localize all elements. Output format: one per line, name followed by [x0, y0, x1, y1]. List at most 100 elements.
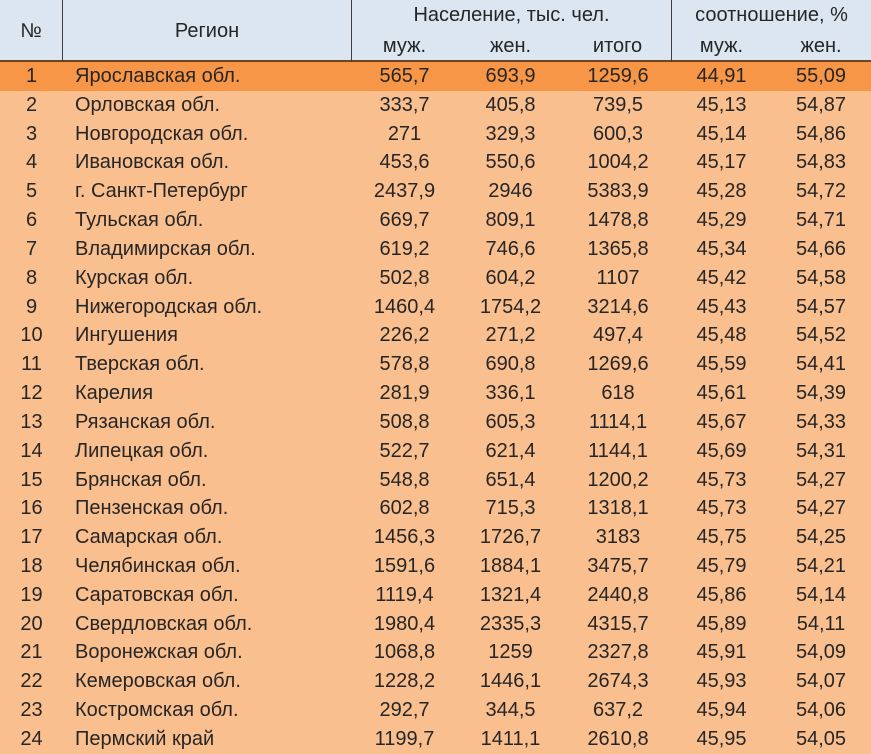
cell-ratio-male[interactable]: 45,28 — [696, 180, 747, 203]
cell-female[interactable]: 1321,4 — [479, 583, 542, 606]
cell-region[interactable]: Орловская обл. — [75, 93, 221, 116]
cell-female[interactable]: 651,4 — [485, 468, 536, 491]
cell-total[interactable]: 2440,8 — [587, 583, 649, 606]
cell-ratio-female[interactable]: 54,27 — [795, 497, 847, 520]
cell-region[interactable]: Воронежская обл. — [75, 641, 243, 664]
cell-ratio-male[interactable]: 45,61 — [696, 382, 747, 405]
cell-ratio-female[interactable]: 54,83 — [795, 151, 847, 174]
cell-region[interactable]: Самарская обл. — [75, 526, 223, 549]
cell-ratio-male[interactable]: 45,73 — [696, 468, 747, 491]
cell-num[interactable]: 21 — [20, 641, 43, 664]
cell-female[interactable]: 621,4 — [485, 439, 536, 462]
cell-female[interactable]: 550,6 — [485, 151, 536, 174]
cell-ratio-male[interactable]: 45,17 — [696, 151, 747, 174]
cell-num[interactable]: 15 — [20, 468, 43, 491]
cell-female[interactable]: 809,1 — [485, 209, 536, 232]
cell-male[interactable]: 1119,4 — [375, 583, 434, 606]
cell-male[interactable]: 226,2 — [379, 324, 430, 347]
cell-ratio-male[interactable]: 45,34 — [696, 237, 747, 260]
cell-total[interactable]: 3475,7 — [587, 554, 649, 577]
cell-total[interactable]: 3183 — [595, 526, 641, 549]
cell-num[interactable]: 4 — [25, 151, 38, 174]
cell-region[interactable]: Липецкая обл. — [75, 439, 209, 462]
cell-ratio-male[interactable]: 45,42 — [696, 266, 747, 289]
cell-region[interactable]: Ивановская обл. — [75, 151, 230, 174]
cell-male[interactable]: 669,7 — [379, 209, 430, 232]
cell-ratio-female[interactable]: 54,06 — [795, 699, 847, 722]
cell-ratio-male[interactable]: 45,93 — [696, 670, 747, 693]
cell-region[interactable]: Пензенская обл. — [75, 497, 229, 520]
cell-region[interactable]: Челябинская обл. — [75, 554, 241, 577]
cell-female[interactable]: 1726,7 — [479, 526, 542, 549]
cell-num[interactable]: 9 — [25, 295, 38, 318]
cell-ratio-female[interactable]: 55,09 — [795, 64, 847, 87]
cell-male[interactable]: 2437,9 — [373, 180, 436, 203]
cell-region[interactable]: Ингушения — [75, 324, 178, 347]
cell-male[interactable]: 522,7 — [379, 439, 430, 462]
cell-total[interactable]: 2674,3 — [587, 670, 649, 693]
cell-total[interactable]: 618 — [601, 382, 635, 405]
cell-total[interactable]: 3214,6 — [587, 295, 649, 318]
cell-num[interactable]: 24 — [20, 727, 43, 750]
cell-total[interactable]: 1114,1 — [588, 410, 648, 433]
cell-male[interactable]: 1068,8 — [373, 641, 436, 664]
cell-ratio-male[interactable]: 45,67 — [696, 410, 747, 433]
cell-male[interactable]: 578,8 — [379, 353, 430, 376]
cell-ratio-male[interactable]: 45,79 — [696, 554, 747, 577]
cell-ratio-male[interactable]: 45,94 — [696, 699, 747, 722]
cell-region[interactable]: Свердловская обл. — [75, 612, 253, 635]
cell-ratio-male[interactable]: 45,29 — [696, 209, 747, 232]
cell-total[interactable]: 2327,8 — [587, 641, 649, 664]
cell-ratio-female[interactable]: 54,07 — [795, 670, 847, 693]
cell-region[interactable]: Владимирская обл. — [75, 237, 256, 260]
cell-ratio-male[interactable]: 45,48 — [696, 324, 747, 347]
cell-num[interactable]: 23 — [20, 699, 43, 722]
cell-female[interactable]: 746,6 — [485, 237, 536, 260]
cell-male[interactable]: 548,8 — [379, 468, 430, 491]
cell-female[interactable]: 344,5 — [485, 699, 536, 722]
cell-region[interactable]: Ярославская обл. — [75, 64, 241, 87]
cell-region[interactable]: Нижегородская обл. — [75, 295, 263, 318]
cell-num[interactable]: 10 — [20, 324, 43, 347]
cell-male[interactable]: 1228,2 — [373, 670, 436, 693]
cell-female[interactable]: 336,1 — [485, 382, 536, 405]
cell-num[interactable]: 20 — [20, 612, 43, 635]
cell-region[interactable]: Рязанская обл. — [75, 410, 216, 433]
cell-male[interactable]: 1980,4 — [373, 612, 436, 635]
cell-ratio-female[interactable]: 54,25 — [795, 526, 847, 549]
cell-ratio-female[interactable]: 54,09 — [795, 641, 847, 664]
cell-male[interactable]: 1456,3 — [373, 526, 436, 549]
column-header-ratio-female[interactable]: жен. — [800, 35, 842, 57]
cell-ratio-male[interactable]: 45,95 — [696, 727, 747, 750]
cell-region[interactable]: г. Санкт-Петербург — [75, 180, 248, 203]
cell-ratio-female[interactable]: 54,72 — [795, 180, 847, 203]
cell-region[interactable]: Курская обл. — [75, 266, 194, 289]
cell-num[interactable]: 14 — [20, 439, 43, 462]
cell-ratio-female[interactable]: 54,87 — [795, 93, 847, 116]
cell-num[interactable]: 3 — [25, 122, 38, 145]
cell-female[interactable]: 1446,1 — [479, 670, 542, 693]
cell-ratio-female[interactable]: 54,31 — [795, 439, 847, 462]
cell-region[interactable]: Саратовская обл. — [75, 583, 239, 606]
cell-female[interactable]: 2946 — [488, 180, 533, 203]
cell-male[interactable]: 619,2 — [379, 237, 430, 260]
cell-total[interactable]: 637,2 — [592, 699, 644, 722]
cell-region[interactable]: Тверская обл. — [75, 353, 205, 376]
cell-total[interactable]: 739,5 — [592, 93, 644, 116]
cell-total[interactable]: 600,3 — [592, 122, 644, 145]
cell-female[interactable]: 690,8 — [485, 353, 536, 376]
cell-ratio-female[interactable]: 54,57 — [795, 295, 847, 318]
cell-region[interactable]: Костромская обл. — [75, 699, 239, 722]
column-header-num[interactable]: № — [0, 0, 63, 62]
cell-ratio-male[interactable]: 45,86 — [696, 583, 747, 606]
cell-male[interactable]: 1591,6 — [373, 554, 436, 577]
cell-total[interactable]: 1200,2 — [587, 468, 649, 491]
cell-total[interactable]: 1269,6 — [587, 353, 649, 376]
cell-region[interactable]: Карелия — [75, 382, 154, 405]
cell-total[interactable]: 497,4 — [592, 324, 644, 347]
cell-region[interactable]: Пермский край — [75, 727, 215, 750]
cell-ratio-female[interactable]: 54,33 — [795, 410, 847, 433]
cell-num[interactable]: 16 — [20, 497, 43, 520]
cell-ratio-male[interactable]: 45,89 — [696, 612, 747, 635]
cell-ratio-male[interactable]: 44,91 — [696, 64, 747, 87]
